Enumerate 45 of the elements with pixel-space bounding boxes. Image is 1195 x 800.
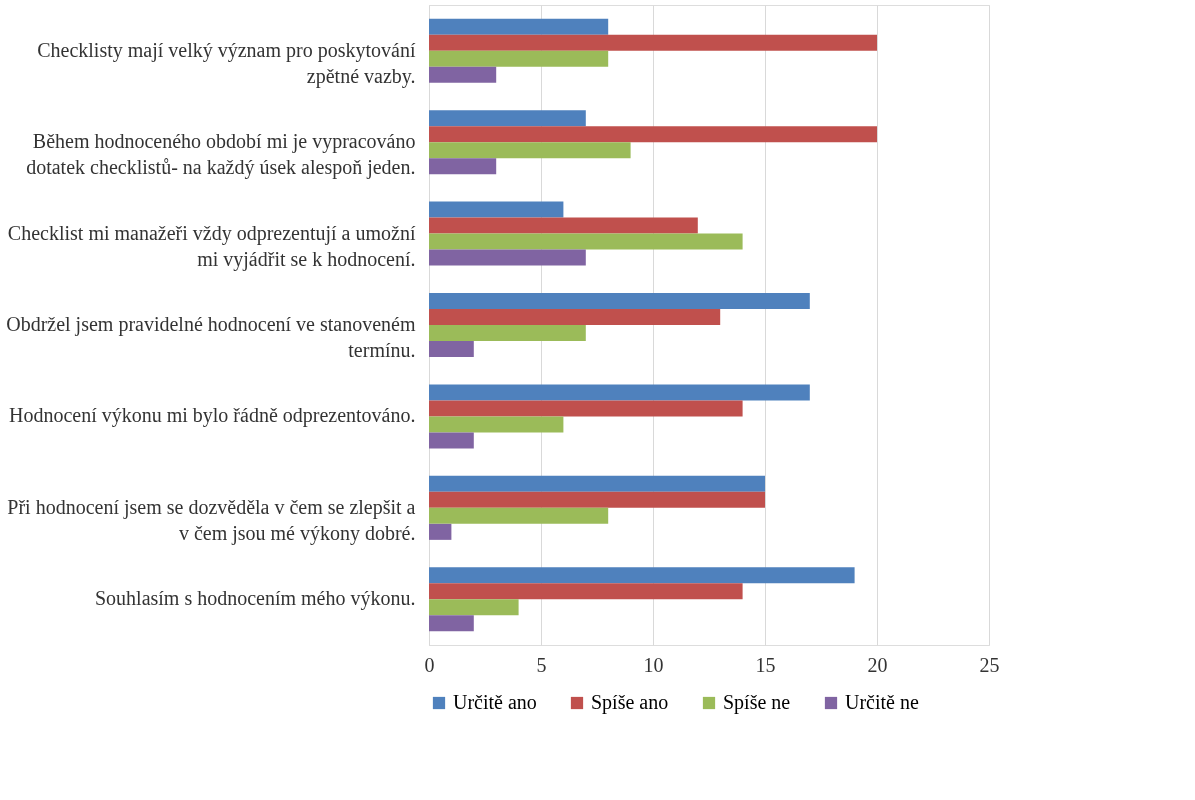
x-tick-label: 20	[867, 653, 888, 676]
y-tick-label: Checklisty mají velký význam pro poskytování zpětné vazby.	[37, 38, 416, 88]
y-tick-label: Hodnocení výkonu mi bylo řádně odprezentováno.	[8, 404, 416, 428]
bar	[429, 384, 810, 401]
bar	[429, 249, 586, 266]
bar	[429, 50, 609, 67]
legend-label: Spíše ne	[723, 691, 791, 714]
y-tick-label: Při hodnocení jsem se dozvěděla v čem se zlepšit a v čem jsou mé výkony dobré.	[7, 495, 416, 545]
bar	[429, 66, 497, 83]
x-tick-label: 25	[979, 653, 1000, 676]
bar	[429, 217, 698, 234]
y-tick-label: Během hodnoceného období mi je vypracováno dotatek checklistů- na každý úsek alespoň jeden.	[26, 130, 416, 180]
bar	[429, 523, 452, 540]
bar	[429, 126, 877, 143]
x-tick-label: 0	[424, 653, 435, 676]
bar	[429, 110, 586, 127]
legend-label: Spíše ano	[591, 691, 669, 714]
x-tick-label: 15	[755, 653, 776, 676]
bar	[429, 325, 586, 341]
legend-label: Určitě ano	[453, 691, 537, 713]
x-tick-label: 5	[536, 653, 547, 676]
bar	[429, 233, 743, 250]
bar	[429, 201, 564, 218]
y-tick-label: Souhlasím s hodnocením mého výkonu.	[94, 587, 416, 611]
bar	[429, 400, 743, 417]
bar	[429, 416, 564, 433]
bar	[429, 475, 765, 492]
bar	[429, 158, 497, 175]
bar	[429, 142, 631, 159]
legend-label: Určitě ne	[845, 691, 919, 713]
x-tick-label: 10	[643, 653, 664, 676]
bar	[429, 599, 519, 616]
y-tick-label: Obdržel jsem pravidelné hodnocení ve stanoveném termínu.	[6, 313, 416, 361]
bar	[429, 432, 474, 449]
bar	[429, 615, 474, 632]
bar	[429, 293, 810, 309]
y-tick-label: Checklist mi manažeři vždy odprezentují a umožní mi vyjádřit se k hodnocení.	[7, 221, 416, 271]
bar	[429, 491, 765, 508]
bar	[429, 567, 855, 584]
bar	[429, 18, 609, 35]
bar	[429, 34, 877, 51]
bar	[429, 583, 743, 600]
bar	[429, 341, 474, 357]
bar	[429, 507, 609, 524]
bar	[429, 309, 721, 325]
